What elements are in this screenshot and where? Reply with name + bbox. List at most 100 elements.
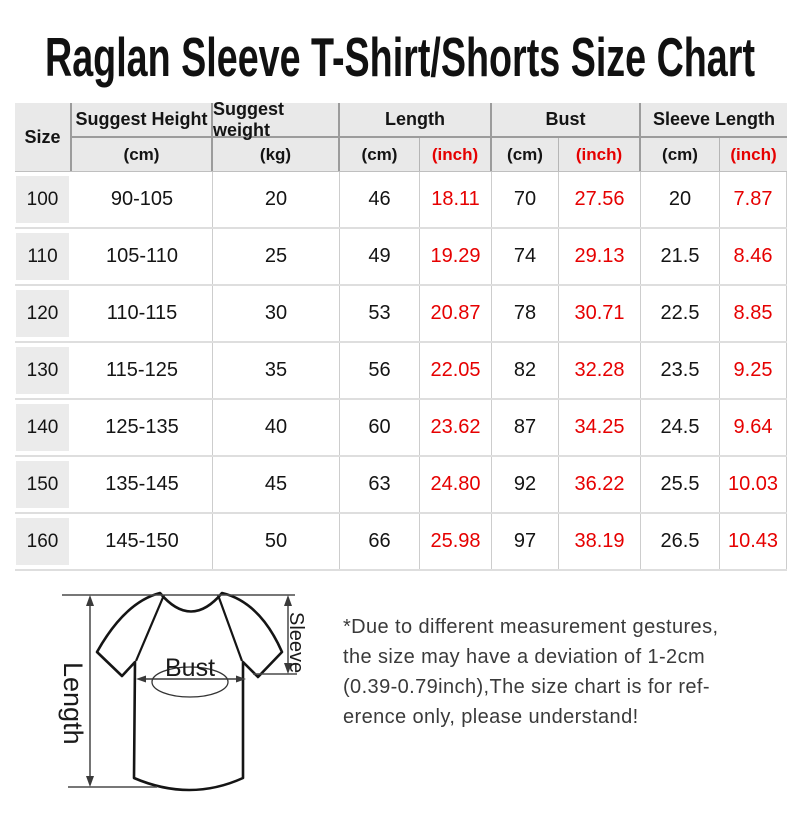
length-label: Length: [58, 662, 88, 745]
cell-suggest-weight: 20: [213, 172, 340, 227]
cell-suggest-height: 145-150: [72, 514, 213, 569]
cell-bust-inch: 34.25: [559, 400, 641, 455]
table-header: Size Suggest Height Suggest weight Lengt…: [15, 99, 787, 172]
header-size: Size: [15, 103, 72, 171]
table-row: 150 135-145 45 63 24.80 92 36.22 25.5 10…: [15, 457, 787, 514]
cell-length-cm: 49: [340, 229, 420, 284]
sleeve-arrowhead-bottom: [284, 663, 292, 674]
cell-bust-inch: 32.28: [559, 343, 641, 398]
header-sleeve-length: Sleeve Length: [641, 103, 787, 138]
cell-bust-cm: 87: [492, 400, 559, 455]
unit-bust-inch: (inch): [559, 138, 641, 171]
cell-bust-inch: 27.56: [559, 172, 641, 227]
cell-suggest-weight: 30: [213, 286, 340, 341]
header-suggest-weight: Suggest weight: [213, 99, 340, 140]
unit-height-cm: (cm): [72, 138, 213, 171]
cell-size: 150: [16, 461, 69, 508]
unit-length-inch: (inch): [420, 138, 492, 171]
cell-sleeve-cm: 20: [641, 172, 720, 227]
cell-sleeve-cm: 23.5: [641, 343, 720, 398]
sleeve-arrowhead-top: [284, 595, 292, 606]
cell-sleeve-inch: 7.87: [720, 172, 787, 227]
note-line: erence only, please understand!: [343, 706, 639, 728]
bust-label: Bust: [165, 654, 215, 682]
cell-size: 140: [16, 404, 69, 451]
unit-length-cm: (cm): [340, 138, 420, 171]
cell-bust-cm: 70: [492, 172, 559, 227]
header-suggest-height: Suggest Height: [72, 103, 213, 138]
table-row: 120 110-115 30 53 20.87 78 30.71 22.5 8.…: [15, 286, 787, 343]
sleeve-label: Sleeve: [285, 612, 307, 673]
cell-suggest-weight: 40: [213, 400, 340, 455]
table-row: 110 105-110 25 49 19.29 74 29.13 21.5 8.…: [15, 229, 787, 286]
cell-sleeve-cm: 21.5: [641, 229, 720, 284]
page-title-svg: Raglan Sleeve T-Shirt/Shorts Size Chart: [45, 26, 755, 88]
cell-length-inch: 25.98: [420, 514, 492, 569]
unit-sleeve-inch: (inch): [730, 144, 777, 164]
page-title: Raglan Sleeve T-Shirt/Shorts Size Chart: [45, 26, 755, 88]
unit-weight-kg: (kg): [213, 138, 340, 171]
size-table: Size Suggest Height Suggest weight Lengt…: [15, 99, 787, 571]
table-row: 130 115-125 35 56 22.05 82 32.28 23.5 9.…: [15, 343, 787, 400]
cell-length-cm: 60: [340, 400, 420, 455]
cell-bust-cm: 78: [492, 286, 559, 341]
cell-suggest-height: 90-105: [72, 172, 213, 227]
cell-sleeve-inch: 8.85: [720, 286, 787, 341]
bust-arrowhead-left: [136, 675, 146, 683]
cell-suggest-height: 110-115: [72, 286, 213, 341]
cell-suggest-height: 125-135: [72, 400, 213, 455]
cell-bust-inch: 29.13: [559, 229, 641, 284]
cell-length-cm: 63: [340, 457, 420, 512]
cell-size: 120: [16, 290, 69, 337]
cell-size: 160: [16, 518, 69, 565]
cell-sleeve-inch: 9.25: [720, 343, 787, 398]
cell-suggest-weight: 25: [213, 229, 340, 284]
cell-suggest-weight: 45: [213, 457, 340, 512]
cell-sleeve-inch: 10.43: [720, 514, 787, 569]
table-row: 100 90-105 20 46 18.11 70 27.56 20 7.87: [15, 172, 787, 229]
cell-sleeve-cm: 24.5: [641, 400, 720, 455]
cell-length-inch: 19.29: [420, 229, 492, 284]
table-row: 140 125-135 40 60 23.62 87 34.25 24.5 9.…: [15, 400, 787, 457]
cell-sleeve-inch: 8.46: [720, 229, 787, 284]
cell-size: 100: [16, 176, 69, 223]
header-length: Length: [340, 103, 492, 138]
length-arrowhead-top: [86, 595, 94, 606]
measurement-diagram: Length Sleeve Bust: [45, 578, 315, 816]
cell-size: 130: [16, 347, 69, 394]
bust-ellipse: [151, 666, 229, 698]
measurement-note: *Due to different measurement gestures, …: [343, 612, 773, 732]
cell-bust-cm: 82: [492, 343, 559, 398]
cell-length-cm: 66: [340, 514, 420, 569]
cell-length-inch: 24.80: [420, 457, 492, 512]
raglan-seam-right: [216, 594, 244, 662]
cell-sleeve-cm: 25.5: [641, 457, 720, 512]
unit-bust-cm: (cm): [492, 138, 559, 171]
raglan-seam-left: [134, 594, 166, 662]
cell-bust-inch: 30.71: [559, 286, 641, 341]
cell-bust-cm: 74: [492, 229, 559, 284]
cell-sleeve-inch: 9.64: [720, 400, 787, 455]
cell-sleeve-cm: 26.5: [641, 514, 720, 569]
cell-bust-cm: 92: [492, 457, 559, 512]
tshirt-diagram-svg: Length Sleeve Bust: [58, 591, 307, 792]
cell-suggest-weight: 50: [213, 514, 340, 569]
note-line: the size may have a deviation of 1-2cm: [343, 646, 706, 668]
unit-sleeve-cm: (cm): [641, 138, 720, 171]
note-line: *Due to different measurement gestures,: [343, 616, 719, 638]
cell-suggest-height: 135-145: [72, 457, 213, 512]
note-line: (0.39-0.79inch),The size chart is for re…: [343, 676, 710, 698]
cell-length-cm: 56: [340, 343, 420, 398]
header-bust: Bust: [492, 103, 641, 138]
cell-size: 110: [16, 233, 69, 280]
table-row: 160 145-150 50 66 25.98 97 38.19 26.5 10…: [15, 514, 787, 571]
cell-bust-inch: 36.22: [559, 457, 641, 512]
cell-sleeve-cm: 22.5: [641, 286, 720, 341]
cell-length-cm: 46: [340, 172, 420, 227]
bust-arrowhead-right: [236, 675, 246, 683]
cell-suggest-height: 115-125: [72, 343, 213, 398]
cell-length-inch: 23.62: [420, 400, 492, 455]
cell-bust-inch: 38.19: [559, 514, 641, 569]
cell-length-inch: 18.11: [420, 172, 492, 227]
